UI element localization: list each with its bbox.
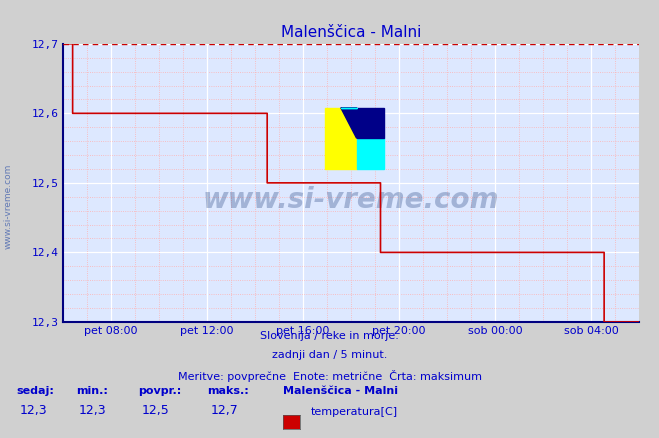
Text: povpr.:: povpr.: [138, 386, 182, 396]
Text: 12,3: 12,3 [79, 404, 107, 417]
Bar [357, 138, 384, 169]
Text: min.:: min.: [76, 386, 107, 396]
Text: www.si-vreme.com: www.si-vreme.com [203, 186, 499, 214]
Title: Malenščica - Malni: Malenščica - Malni [281, 25, 421, 40]
Text: Meritve: povprečne  Enote: metrične  Črta: maksimum: Meritve: povprečne Enote: metrične Črta:… [177, 370, 482, 382]
Text: www.si-vreme.com: www.si-vreme.com [3, 163, 13, 248]
Text: sedaj:: sedaj: [16, 386, 54, 396]
Text: zadnji dan / 5 minut.: zadnji dan / 5 minut. [272, 350, 387, 360]
Bar [325, 108, 357, 169]
Text: 12,5: 12,5 [142, 404, 169, 417]
Text: Malenščica - Malni: Malenščica - Malni [283, 386, 399, 396]
Text: 12,3: 12,3 [20, 404, 47, 417]
Text: maks.:: maks.: [208, 386, 249, 396]
Polygon shape [341, 108, 357, 138]
Text: Slovenija / reke in morje.: Slovenija / reke in morje. [260, 331, 399, 341]
Bar [357, 108, 384, 138]
Text: temperatura[C]: temperatura[C] [311, 407, 398, 417]
Text: 12,7: 12,7 [211, 404, 239, 417]
